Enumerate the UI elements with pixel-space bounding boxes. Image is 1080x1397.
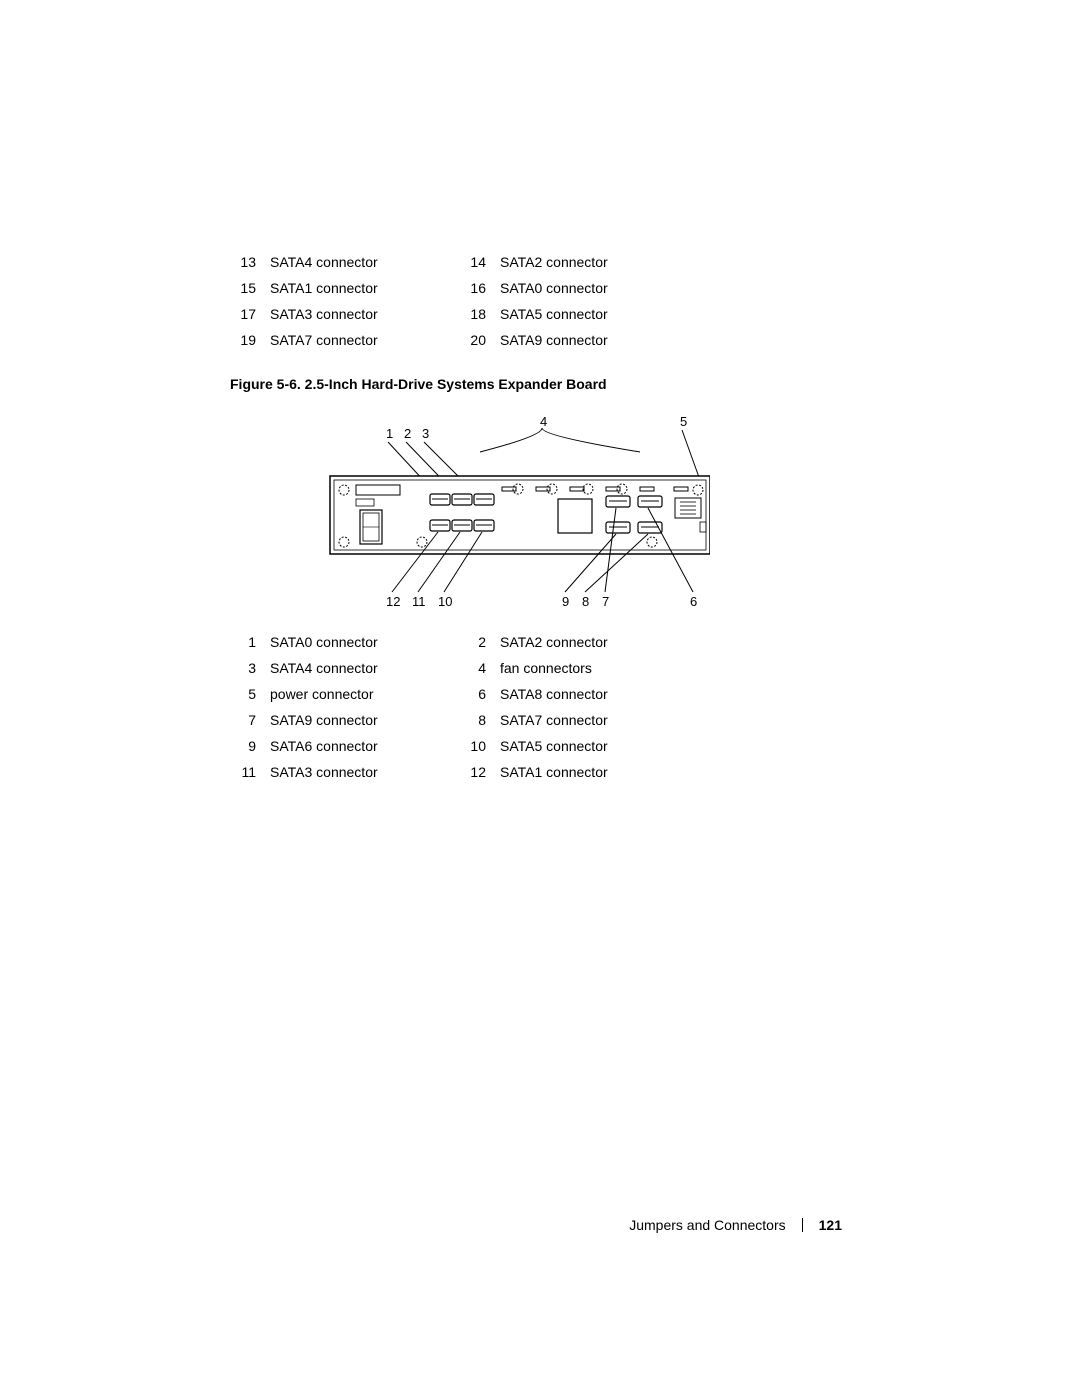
legend-num: 12	[460, 764, 490, 780]
bottom-legend-table: 1 SATA0 connector 2 SATA2 connector 3 SA…	[230, 634, 870, 780]
legend-num: 1	[230, 634, 260, 650]
legend-text: SATA4 connector	[270, 254, 450, 270]
board-svg	[280, 414, 710, 614]
callout-8: 8	[582, 594, 589, 609]
callout-2: 2	[404, 426, 411, 441]
legend-text: SATA3 connector	[270, 764, 450, 780]
legend-num: 5	[230, 686, 260, 702]
callout-5: 5	[680, 414, 687, 429]
callout-1: 1	[386, 426, 393, 441]
legend-text: power connector	[270, 686, 450, 702]
legend-num: 14	[460, 254, 490, 270]
legend-text: SATA8 connector	[500, 686, 680, 702]
legend-num: 13	[230, 254, 260, 270]
legend-text: SATA7 connector	[500, 712, 680, 728]
legend-text: fan connectors	[500, 660, 680, 676]
legend-num: 15	[230, 280, 260, 296]
legend-text: SATA4 connector	[270, 660, 450, 676]
legend-num: 19	[230, 332, 260, 348]
legend-num: 10	[460, 738, 490, 754]
page-footer: Jumpers and Connectors 121	[629, 1217, 842, 1233]
legend-num: 16	[460, 280, 490, 296]
legend-num: 11	[230, 764, 260, 780]
figure-caption: Figure 5-6. 2.5-Inch Hard-Drive Systems …	[230, 376, 870, 392]
legend-num: 9	[230, 738, 260, 754]
callout-12: 12	[386, 594, 400, 609]
callout-11: 11	[412, 594, 426, 609]
legend-num: 18	[460, 306, 490, 322]
legend-text: SATA2 connector	[500, 634, 680, 650]
legend-num: 20	[460, 332, 490, 348]
legend-text: SATA0 connector	[500, 280, 680, 296]
legend-text: SATA9 connector	[270, 712, 450, 728]
legend-text: SATA3 connector	[270, 306, 450, 322]
legend-num: 4	[460, 660, 490, 676]
legend-text: SATA9 connector	[500, 332, 680, 348]
callout-10: 10	[438, 594, 452, 609]
callout-6: 6	[690, 594, 697, 609]
legend-num: 3	[230, 660, 260, 676]
callout-7: 7	[602, 594, 609, 609]
legend-text: SATA7 connector	[270, 332, 450, 348]
callout-9: 9	[562, 594, 569, 609]
legend-num: 17	[230, 306, 260, 322]
footer-page-number: 121	[819, 1217, 842, 1233]
footer-section: Jumpers and Connectors	[629, 1217, 785, 1233]
callout-4: 4	[540, 414, 547, 429]
legend-num: 6	[460, 686, 490, 702]
top-legend-table: 13 SATA4 connector 14 SATA2 connector 15…	[230, 254, 870, 348]
legend-text: SATA5 connector	[500, 738, 680, 754]
legend-text: SATA6 connector	[270, 738, 450, 754]
legend-text: SATA1 connector	[270, 280, 450, 296]
legend-num: 7	[230, 712, 260, 728]
legend-num: 8	[460, 712, 490, 728]
footer-divider	[802, 1218, 803, 1232]
legend-text: SATA0 connector	[270, 634, 450, 650]
callout-3: 3	[422, 426, 429, 441]
expander-board-diagram: 1 2 3 4 5 12 11 10 9 8 7 6	[280, 414, 710, 614]
legend-text: SATA5 connector	[500, 306, 680, 322]
legend-text: SATA2 connector	[500, 254, 680, 270]
legend-num: 2	[460, 634, 490, 650]
legend-text: SATA1 connector	[500, 764, 680, 780]
